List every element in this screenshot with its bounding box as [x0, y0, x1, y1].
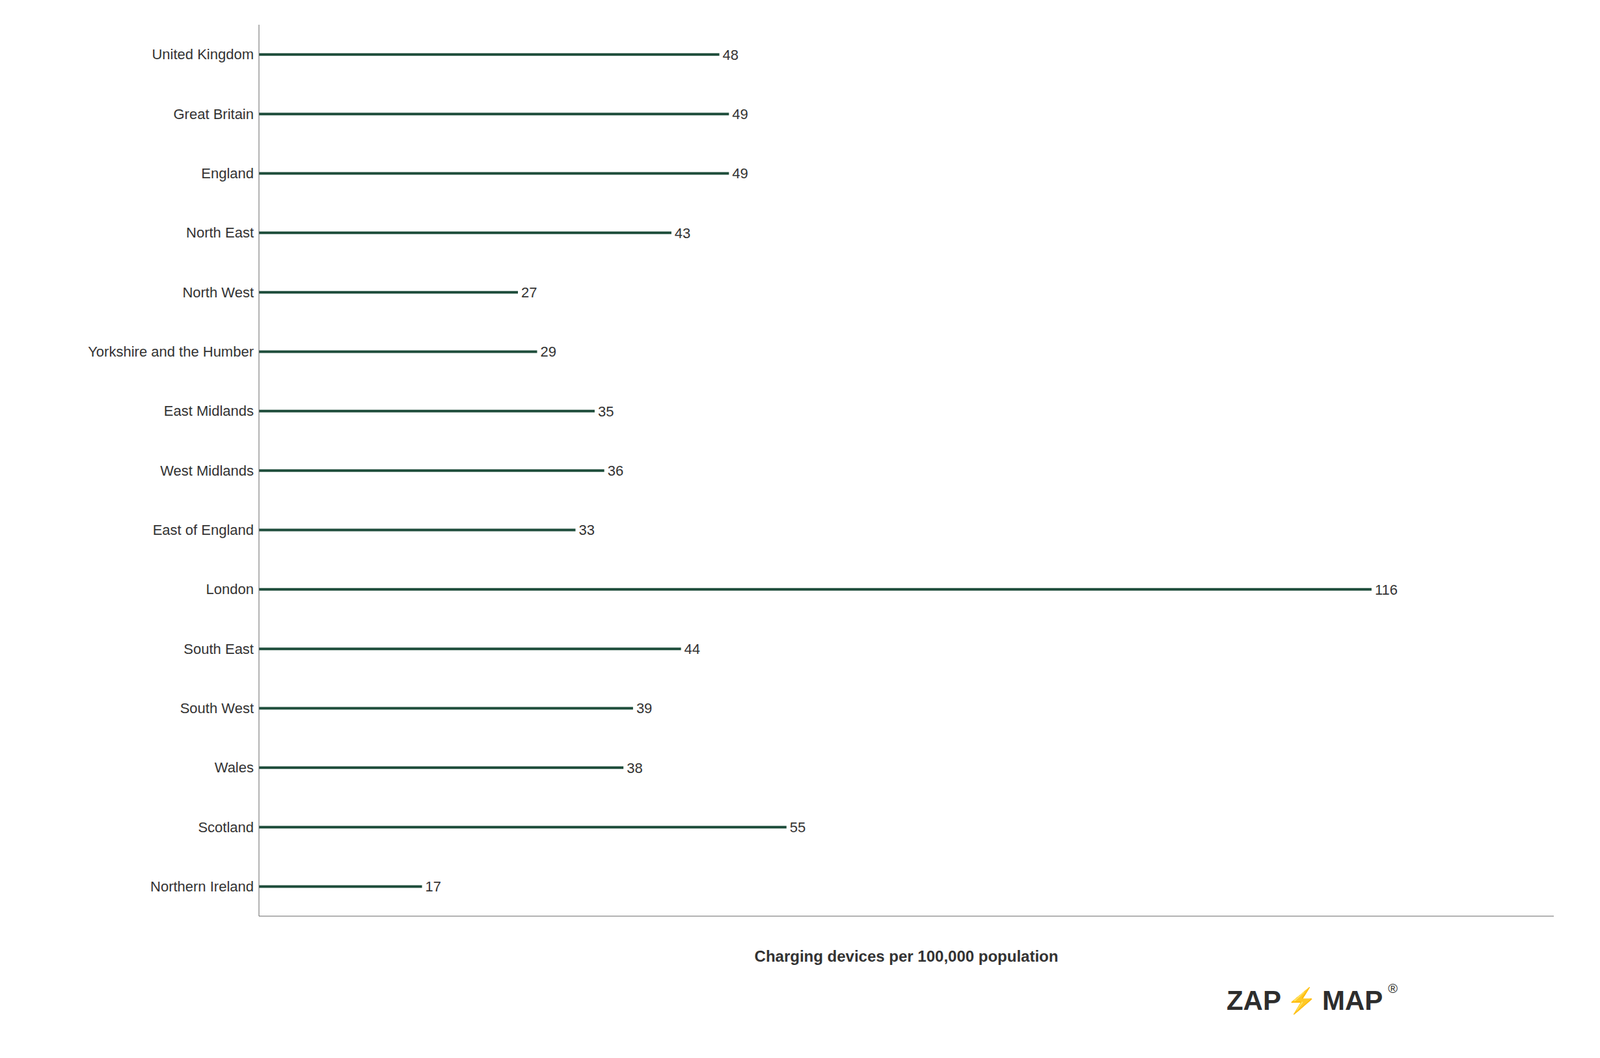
- svg-text:116: 116: [1374, 581, 1398, 598]
- svg-text:48: 48: [722, 46, 739, 64]
- svg-text:33: 33: [578, 521, 595, 539]
- svg-text:Charging devices per 100,000 p: Charging devices per 100,000 population: [754, 947, 1059, 965]
- svg-text:49: 49: [732, 106, 748, 123]
- svg-text:United Kingdom: United Kingdom: [151, 46, 254, 63]
- svg-text:West Midlands: West Midlands: [160, 462, 254, 479]
- svg-text:England: England: [201, 165, 254, 182]
- svg-text:North West: North West: [182, 284, 254, 301]
- svg-text:East Midlands: East Midlands: [163, 402, 254, 420]
- svg-text:38: 38: [626, 759, 643, 777]
- svg-text:43: 43: [674, 225, 691, 242]
- html-text:ZAP ⚡ MAP: ZAP ⚡ MAP: [1226, 985, 1383, 1016]
- svg-text:East of England: East of England: [152, 521, 254, 539]
- svg-text:39: 39: [636, 700, 652, 717]
- svg-text:27: 27: [521, 284, 537, 301]
- svg-text:Wales: Wales: [214, 759, 254, 776]
- svg-text:South West: South West: [180, 700, 254, 717]
- svg-text:South East: South East: [183, 640, 254, 658]
- svg-text:49: 49: [732, 165, 748, 182]
- svg-text:Great Britain: Great Britain: [173, 106, 255, 123]
- svg-text:London: London: [206, 581, 254, 598]
- svg-text:Scotland: Scotland: [197, 819, 254, 836]
- svg-text:North East: North East: [186, 224, 254, 241]
- svg-text:55: 55: [789, 819, 806, 836]
- svg-text:35: 35: [597, 403, 614, 420]
- svg-text:17: 17: [425, 878, 442, 895]
- svg-text:44: 44: [684, 640, 701, 658]
- svg-text:29: 29: [540, 343, 556, 360]
- svg-text:Yorkshire and the Humber: Yorkshire and the Humber: [87, 343, 254, 360]
- svg-text:Northern Ireland: Northern Ireland: [150, 878, 254, 895]
- svg-text:36: 36: [607, 462, 624, 479]
